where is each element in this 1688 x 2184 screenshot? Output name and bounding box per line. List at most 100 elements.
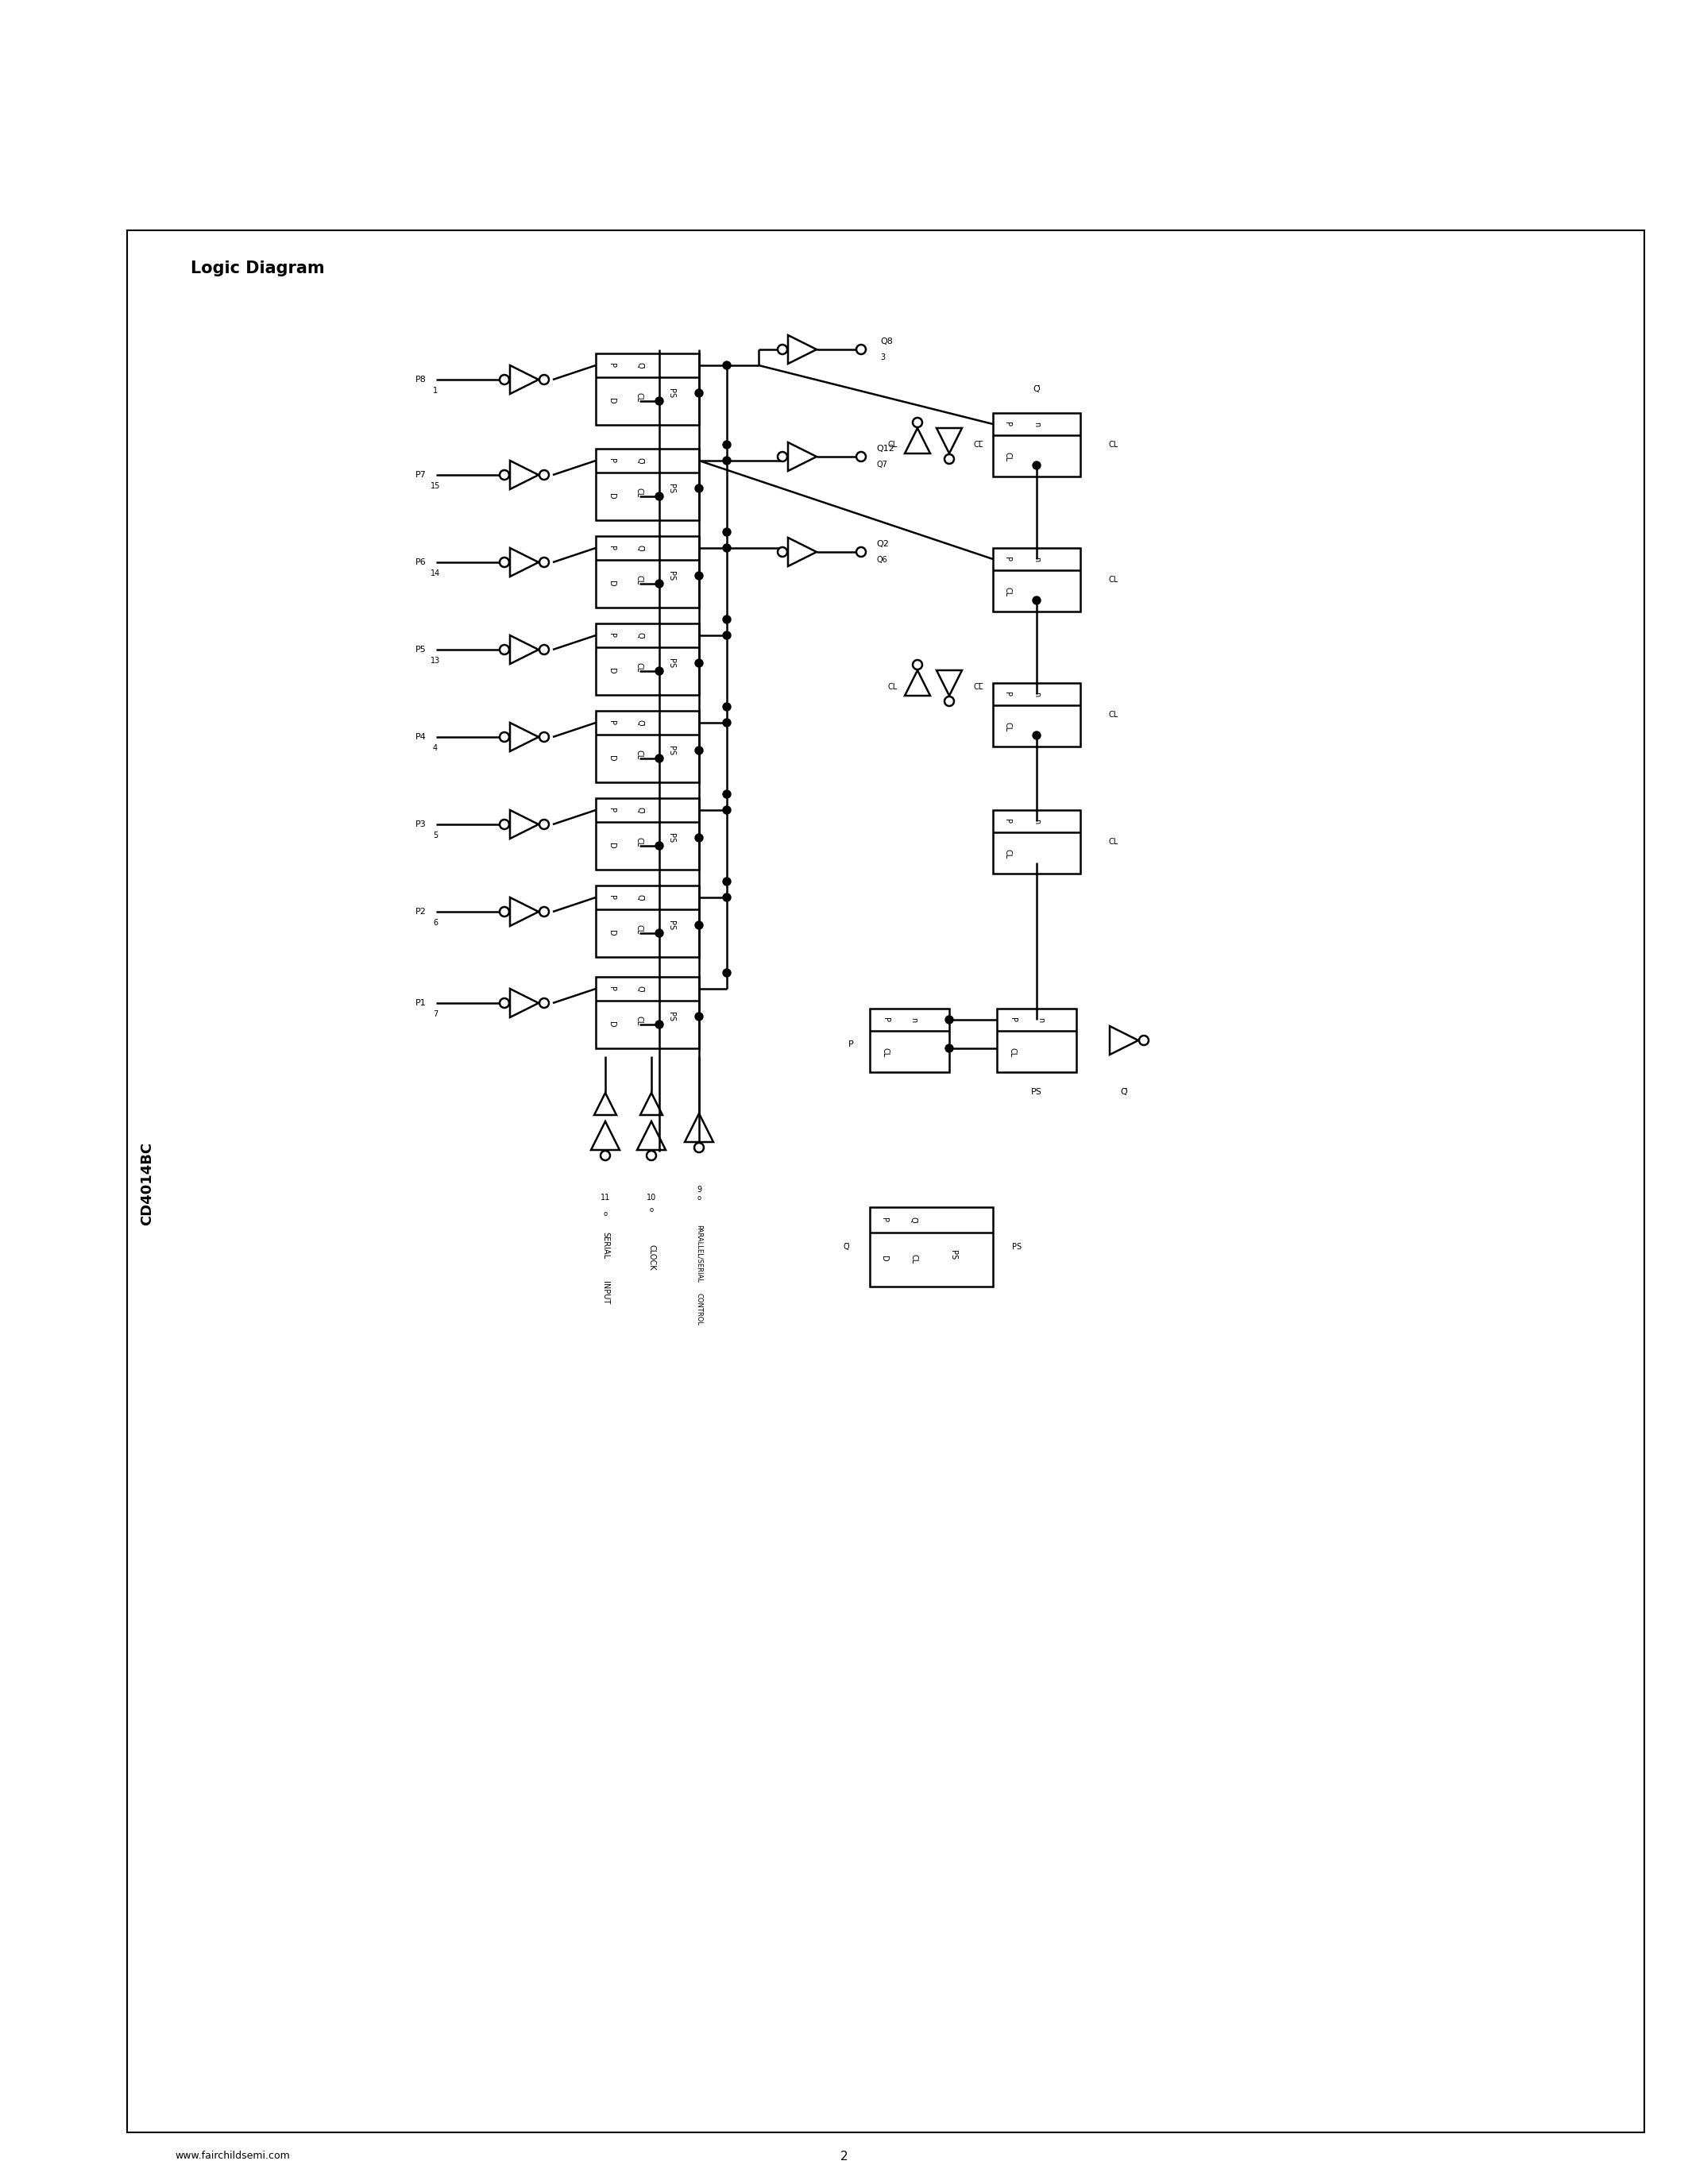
Text: D: D (608, 843, 616, 850)
Circle shape (778, 548, 787, 557)
Bar (127, 229, 1644, 2132)
Text: D: D (879, 1256, 888, 1262)
Text: Q̅: Q̅ (1033, 384, 1040, 393)
Text: PS: PS (1031, 1088, 1041, 1096)
Circle shape (722, 456, 731, 465)
Bar (596, 535, 699, 607)
Circle shape (722, 616, 731, 622)
Text: P: P (608, 633, 616, 638)
Text: Q12: Q12 (876, 446, 895, 452)
Circle shape (695, 834, 702, 841)
Text: CL: CL (1003, 850, 1011, 858)
Circle shape (778, 452, 787, 461)
Circle shape (540, 376, 549, 384)
Text: CL: CL (910, 1254, 918, 1265)
Text: P: P (608, 363, 616, 367)
Text: P: P (1003, 819, 1011, 823)
Text: D: D (608, 397, 616, 404)
Bar (993, 810, 1080, 874)
Circle shape (722, 878, 731, 885)
Text: CL: CL (1003, 452, 1011, 461)
Circle shape (856, 452, 866, 461)
Text: CL: CL (881, 1048, 890, 1057)
Text: o: o (697, 1195, 701, 1201)
Circle shape (1033, 461, 1040, 470)
Circle shape (913, 660, 922, 670)
Text: CL: CL (635, 836, 643, 847)
Text: P: P (1009, 1018, 1016, 1022)
Text: PS: PS (667, 483, 675, 494)
Text: CD4014BC: CD4014BC (140, 1142, 154, 1225)
Circle shape (540, 557, 549, 568)
Text: CL: CL (888, 441, 898, 448)
Text: D: D (608, 668, 616, 675)
Text: D: D (608, 756, 616, 762)
Text: n: n (1033, 692, 1040, 697)
Text: Q̅: Q̅ (842, 1243, 849, 1251)
Text: 10: 10 (647, 1195, 657, 1201)
Circle shape (945, 1044, 954, 1053)
Text: CL: CL (1107, 441, 1117, 448)
Text: PARALLEL/SERIAL: PARALLEL/SERIAL (695, 1225, 702, 1282)
Text: P: P (608, 721, 616, 725)
Circle shape (655, 579, 663, 587)
Text: 6: 6 (432, 919, 437, 926)
Bar (596, 797, 699, 869)
Text: Q̅: Q̅ (635, 808, 643, 812)
Text: P: P (608, 895, 616, 900)
Circle shape (540, 819, 549, 830)
Text: P: P (849, 1040, 854, 1048)
Text: P: P (1003, 422, 1011, 426)
Text: D: D (608, 1022, 616, 1026)
Text: CL: CL (635, 1016, 643, 1026)
Circle shape (540, 732, 549, 743)
Text: CL: CL (1003, 587, 1011, 596)
Text: Q2: Q2 (876, 539, 890, 548)
Circle shape (695, 485, 702, 491)
Circle shape (722, 544, 731, 553)
Circle shape (913, 417, 922, 428)
Text: D: D (608, 494, 616, 500)
Text: 1: 1 (432, 387, 437, 395)
Circle shape (722, 703, 731, 710)
Circle shape (722, 719, 731, 727)
Circle shape (500, 557, 510, 568)
Text: PS: PS (1013, 1243, 1021, 1251)
Circle shape (500, 998, 510, 1007)
Circle shape (695, 922, 702, 928)
Bar (596, 354, 699, 426)
Circle shape (540, 470, 549, 480)
Circle shape (655, 666, 663, 675)
Circle shape (722, 806, 731, 815)
Circle shape (655, 841, 663, 850)
Circle shape (945, 697, 954, 705)
Circle shape (1033, 596, 1040, 605)
Bar (596, 885, 699, 957)
Text: P7: P7 (415, 472, 427, 478)
Text: D: D (608, 581, 616, 587)
Circle shape (695, 747, 702, 753)
Text: 13: 13 (430, 657, 441, 664)
Circle shape (500, 644, 510, 655)
Text: P: P (608, 808, 616, 812)
Circle shape (655, 1020, 663, 1029)
Text: CL: CL (888, 684, 898, 690)
Text: n: n (910, 1018, 918, 1022)
Text: 15: 15 (430, 483, 441, 489)
Bar (993, 684, 1080, 747)
Bar (869, 1208, 993, 1286)
Text: CL: CL (1107, 577, 1117, 583)
Text: Q8: Q8 (879, 339, 893, 345)
Text: Q7: Q7 (876, 461, 888, 470)
Text: CL: CL (1107, 710, 1117, 719)
Circle shape (722, 631, 731, 640)
Circle shape (945, 1016, 954, 1024)
Text: Q̅: Q̅ (635, 459, 643, 463)
Text: P1: P1 (415, 998, 427, 1007)
Text: 14: 14 (430, 570, 441, 577)
Text: Q̅: Q̅ (635, 546, 643, 550)
Text: Q̅: Q̅ (910, 1216, 918, 1223)
Text: P: P (608, 459, 616, 463)
Text: n: n (1036, 1018, 1045, 1022)
Text: 3: 3 (879, 354, 885, 360)
